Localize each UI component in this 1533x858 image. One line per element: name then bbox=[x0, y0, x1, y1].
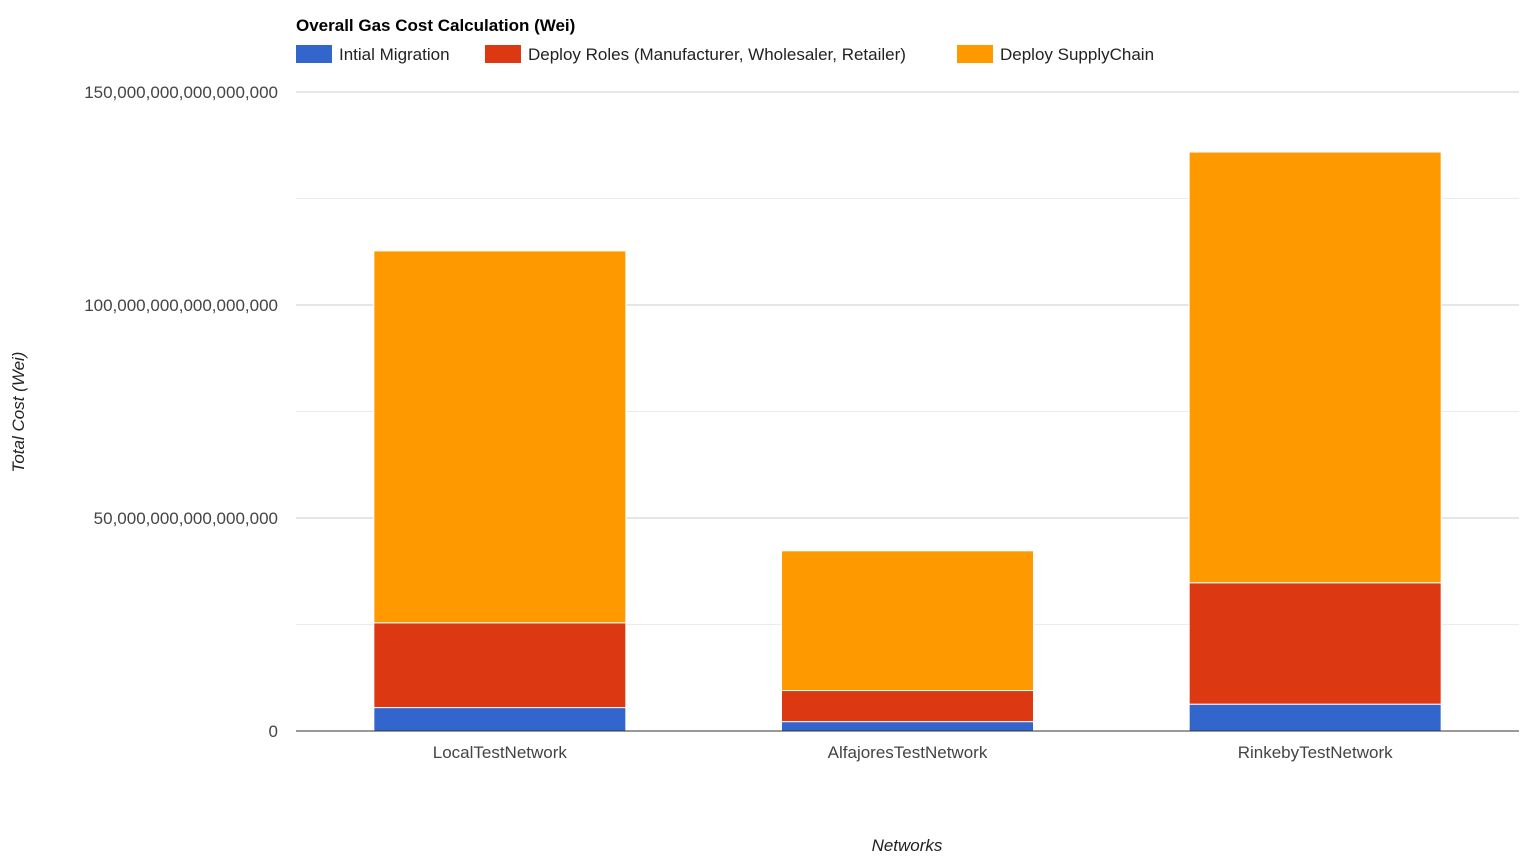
bar-segment bbox=[1188, 151, 1442, 584]
bar-segment bbox=[373, 707, 627, 732]
x-tick-label: AlfajoresTestNetwork bbox=[828, 743, 988, 762]
legend-swatch bbox=[296, 45, 332, 63]
x-axis-ticks: LocalTestNetwork AlfajoresTestNetwork Rink… bbox=[433, 743, 1393, 762]
bar-segment bbox=[373, 622, 627, 709]
y-tick-label: 50,000,000,000,000,000 bbox=[94, 509, 278, 528]
legend: Intial Migration Deploy Roles (Manufactur… bbox=[296, 45, 1154, 64]
legend-label: Deploy SupplyChain bbox=[1000, 45, 1154, 64]
legend-label: Deploy Roles (Manufacturer, Wholesaler, … bbox=[528, 45, 906, 64]
bar-segment bbox=[1188, 582, 1442, 705]
legend-swatch bbox=[485, 45, 521, 63]
legend-swatch bbox=[957, 45, 993, 63]
bar-segment bbox=[781, 690, 1034, 723]
y-tick-label: 0 bbox=[269, 722, 278, 741]
x-axis-title: Networks bbox=[872, 836, 943, 855]
y-tick-label: 100,000,000,000,000,000 bbox=[84, 296, 278, 315]
bar-segment bbox=[781, 721, 1034, 732]
y-axis-title: Total Cost (Wei) bbox=[9, 352, 28, 473]
legend-label: Intial Migration bbox=[339, 45, 450, 64]
x-tick-label: LocalTestNetwork bbox=[433, 743, 568, 762]
bar-segment bbox=[1188, 703, 1442, 732]
y-tick-label: 150,000,000,000,000,000 bbox=[84, 83, 278, 102]
chart-title: Overall Gas Cost Calculation (Wei) bbox=[296, 16, 575, 35]
bars bbox=[373, 151, 1442, 732]
y-axis-ticks: 0 50,000,000,000,000,000 100,000,000,000,0… bbox=[84, 83, 278, 741]
x-tick-label: RinkebyTestNetwork bbox=[1238, 743, 1393, 762]
bar-segment bbox=[373, 250, 627, 624]
bar-segment bbox=[781, 550, 1034, 692]
